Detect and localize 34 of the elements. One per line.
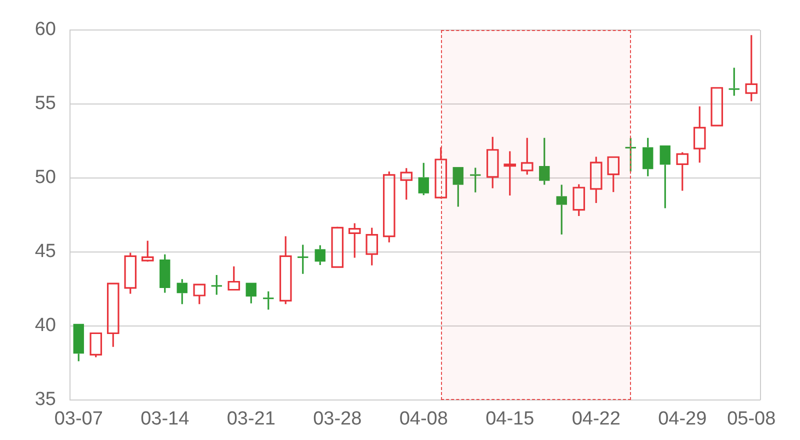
candlestick <box>366 226 378 266</box>
candlestick <box>607 156 620 193</box>
candlestick <box>434 146 448 200</box>
candlestick <box>504 150 516 196</box>
candlestick <box>124 252 137 295</box>
x-tick-label: 03-14 <box>140 408 190 430</box>
candlestick <box>676 151 689 192</box>
x-tick-label: 03-28 <box>313 408 362 430</box>
candlestick <box>400 167 413 200</box>
candlestick <box>693 106 706 164</box>
y-tick-label: 60 <box>34 19 56 40</box>
candlestick <box>279 236 292 305</box>
candlestick <box>382 170 396 244</box>
x-tick-label: 05-08 <box>727 408 776 430</box>
x-tick-label: 04-29 <box>658 408 707 430</box>
y-tick-label: 55 <box>34 93 56 114</box>
y-tick-label: 40 <box>34 315 56 336</box>
candlestick <box>228 266 240 291</box>
y-tick-label: 45 <box>34 241 56 262</box>
candlestick <box>348 222 361 259</box>
candlestick <box>745 34 758 102</box>
x-tick-label: 03-21 <box>226 408 276 430</box>
x-tick-label: 04-08 <box>399 408 448 430</box>
x-tick-label: 04-22 <box>572 408 620 430</box>
candlestick <box>141 240 154 262</box>
candlestick <box>486 136 499 190</box>
candlestick <box>590 156 602 204</box>
candlestick <box>106 282 120 348</box>
candlestick <box>572 183 586 217</box>
x-tick-label: 03-07 <box>54 408 103 430</box>
y-tick-label: 35 <box>34 389 56 410</box>
y-tick-label: 50 <box>34 167 56 188</box>
candlestick <box>520 137 534 176</box>
x-tick-label: 04-15 <box>486 408 534 430</box>
